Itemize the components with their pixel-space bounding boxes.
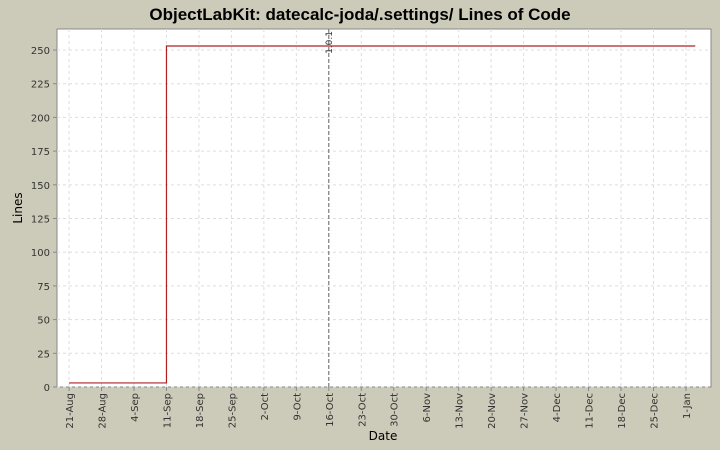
release-label: 1.0.1 — [325, 31, 335, 54]
x-tick-label: 2-Oct — [260, 393, 271, 421]
chart-title: ObjectLabKit: datecalc-joda/.settings/ L… — [149, 5, 570, 24]
y-tick-label: 75 — [37, 282, 50, 293]
x-tick-label: 4-Dec — [552, 393, 563, 422]
x-tick-label: 11-Dec — [585, 393, 596, 429]
x-tick-label: 23-Oct — [357, 393, 368, 427]
x-tick-label: 18-Sep — [195, 393, 206, 428]
x-tick-label: 21-Aug — [65, 393, 76, 429]
x-axis-title: Date — [369, 429, 398, 443]
y-tick-label: 200 — [31, 113, 50, 124]
x-tick-label: 27-Nov — [520, 393, 531, 429]
x-tick-label: 20-Nov — [487, 393, 498, 429]
series-line — [69, 45, 696, 384]
x-tick-label: 9-Oct — [292, 393, 303, 421]
y-tick-label: 225 — [31, 80, 50, 91]
x-tick-label: 16-Oct — [325, 393, 336, 427]
y-tick-label: 0 — [44, 383, 50, 394]
x-tick-label: 1-Jan — [682, 393, 693, 419]
x-tick-label: 30-Oct — [390, 393, 401, 427]
y-axis-title: Lines — [11, 192, 25, 223]
y-tick-label: 150 — [31, 181, 50, 192]
x-tick-label: 28-Aug — [98, 393, 109, 429]
y-tick-label: 175 — [31, 147, 50, 158]
x-tick-label: 4-Sep — [130, 393, 141, 422]
y-tick-label: 125 — [31, 215, 50, 226]
y-tick-label: 50 — [37, 316, 50, 327]
x-tick-label: 13-Nov — [455, 393, 466, 429]
x-tick-label: 6-Nov — [422, 393, 433, 423]
plot-area — [56, 28, 712, 388]
x-tick-label: 25-Sep — [227, 393, 238, 428]
y-tick-label: 250 — [31, 46, 50, 57]
x-tick-label: 18-Dec — [617, 393, 628, 429]
y-tick-label: 25 — [37, 349, 50, 360]
x-tick-label: 25-Dec — [649, 393, 660, 429]
y-tick-label: 100 — [31, 248, 50, 259]
x-tick-label: 11-Sep — [162, 393, 173, 428]
